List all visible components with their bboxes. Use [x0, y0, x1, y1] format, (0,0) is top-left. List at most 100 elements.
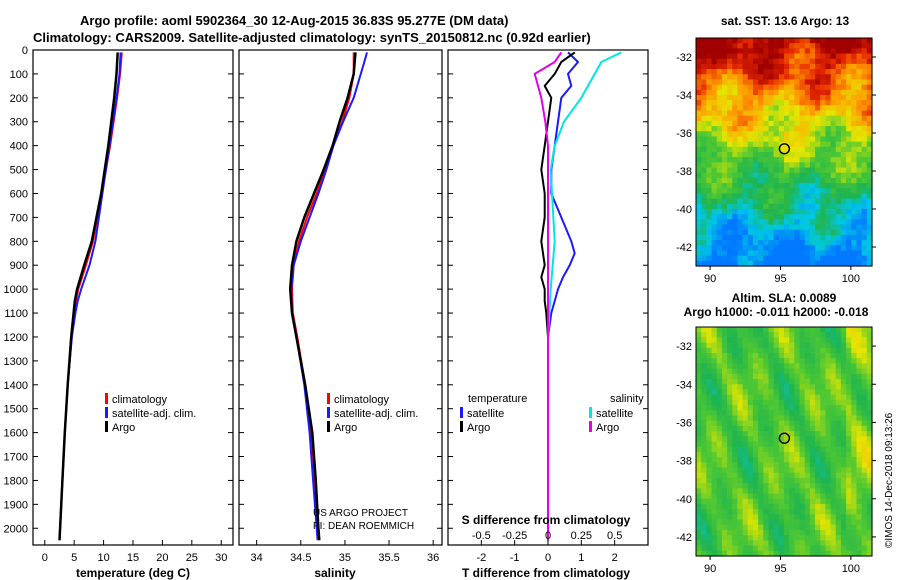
- map-cell: [789, 95, 795, 101]
- map-cell: [716, 441, 723, 448]
- map-cell: [794, 167, 801, 174]
- map-cell: [747, 342, 754, 349]
- map-cell: [861, 126, 868, 132]
- map-cell: [758, 209, 764, 215]
- map-x-tick-label: 95: [774, 273, 786, 285]
- map-cell: [747, 167, 754, 174]
- map-cell: [861, 141, 868, 148]
- map-cell: [773, 373, 780, 380]
- map-cell: [794, 353, 801, 359]
- map-cell: [846, 509, 852, 515]
- map-cell: [721, 503, 728, 510]
- map-cell: [716, 162, 723, 169]
- map-cell: [768, 373, 775, 380]
- map-cell: [752, 529, 759, 536]
- map-cell: [768, 431, 775, 437]
- map-cell: [794, 214, 801, 220]
- map-cell: [727, 420, 733, 427]
- map-cell: [727, 509, 733, 515]
- map-cell: [840, 48, 847, 55]
- map-cell: [768, 488, 775, 495]
- map-cell: [820, 358, 827, 365]
- map-cell: [789, 467, 795, 474]
- map-cell: [794, 399, 801, 406]
- map-cell: [846, 188, 852, 195]
- map-cell: [815, 337, 821, 344]
- map-cell: [820, 415, 827, 422]
- map-cell: [799, 509, 806, 515]
- map-cell: [752, 410, 759, 417]
- map-cell: [861, 550, 868, 557]
- map-cell: [773, 498, 780, 505]
- map-cell: [732, 136, 739, 143]
- map-cell: [820, 347, 827, 354]
- map-cell: [866, 152, 873, 158]
- map-cell: [727, 126, 733, 132]
- map-cell: [727, 141, 733, 148]
- map-cell: [830, 136, 837, 143]
- map-cell: [820, 110, 827, 117]
- map-cell: [732, 157, 739, 163]
- depth-tick-label: 100: [10, 69, 28, 81]
- map-cell: [789, 405, 795, 411]
- map-cell: [851, 234, 858, 241]
- map-cell: [737, 198, 744, 205]
- map-cell: [809, 503, 816, 510]
- map-cell: [752, 347, 759, 354]
- map-cell: [789, 255, 795, 262]
- map-cell: [747, 368, 754, 375]
- map-cell: [815, 509, 821, 515]
- map-y-tick-label: -32: [676, 341, 692, 353]
- map-cell: [706, 100, 713, 106]
- map-cell: [696, 115, 702, 122]
- map-cell: [773, 219, 780, 226]
- map-cell: [727, 379, 733, 385]
- map-cell: [835, 53, 842, 60]
- map-cell: [804, 519, 811, 526]
- map-cell: [861, 48, 868, 55]
- map-cell: [846, 540, 852, 547]
- map-cell: [752, 477, 759, 484]
- legend-swatch-argo: [105, 421, 108, 432]
- map-cell: [727, 519, 733, 526]
- map-cell: [727, 172, 733, 179]
- map-cell: [820, 74, 827, 81]
- map-cell: [815, 399, 821, 406]
- map-cell: [825, 240, 832, 246]
- map-cell: [804, 157, 811, 163]
- map-cell: [778, 172, 785, 179]
- map-cell: [727, 363, 733, 370]
- map-cell: [737, 477, 744, 484]
- map-cell: [763, 84, 770, 91]
- map-cell: [737, 157, 744, 163]
- map-cell: [825, 136, 832, 143]
- map-cell: [768, 229, 775, 236]
- map-cell: [768, 48, 775, 55]
- map-cell: [721, 373, 728, 380]
- map-cell: [742, 100, 749, 106]
- map-cell: [768, 198, 775, 205]
- map-cell: [861, 358, 868, 365]
- map-cell: [861, 503, 868, 510]
- legend-title-temperature: temperature: [468, 393, 527, 405]
- map-cell: [799, 53, 806, 60]
- map-cell: [737, 38, 744, 44]
- map-cell: [763, 245, 770, 252]
- map-cell: [758, 229, 764, 236]
- map-cell: [840, 420, 847, 427]
- map-cell: [784, 524, 790, 531]
- map-cell: [716, 136, 723, 143]
- map-cell: [763, 394, 770, 401]
- map-cell: [773, 203, 780, 210]
- map-cell: [784, 550, 790, 557]
- map-cell: [721, 477, 728, 484]
- map-cell: [752, 146, 759, 153]
- map-cell: [851, 188, 858, 195]
- map-cell: [861, 509, 868, 515]
- map-cell: [737, 415, 744, 422]
- map-cell: [752, 498, 759, 505]
- map-cell: [778, 105, 785, 112]
- map-cell: [711, 379, 718, 385]
- map-cell: [794, 219, 801, 226]
- map-cell: [716, 493, 723, 500]
